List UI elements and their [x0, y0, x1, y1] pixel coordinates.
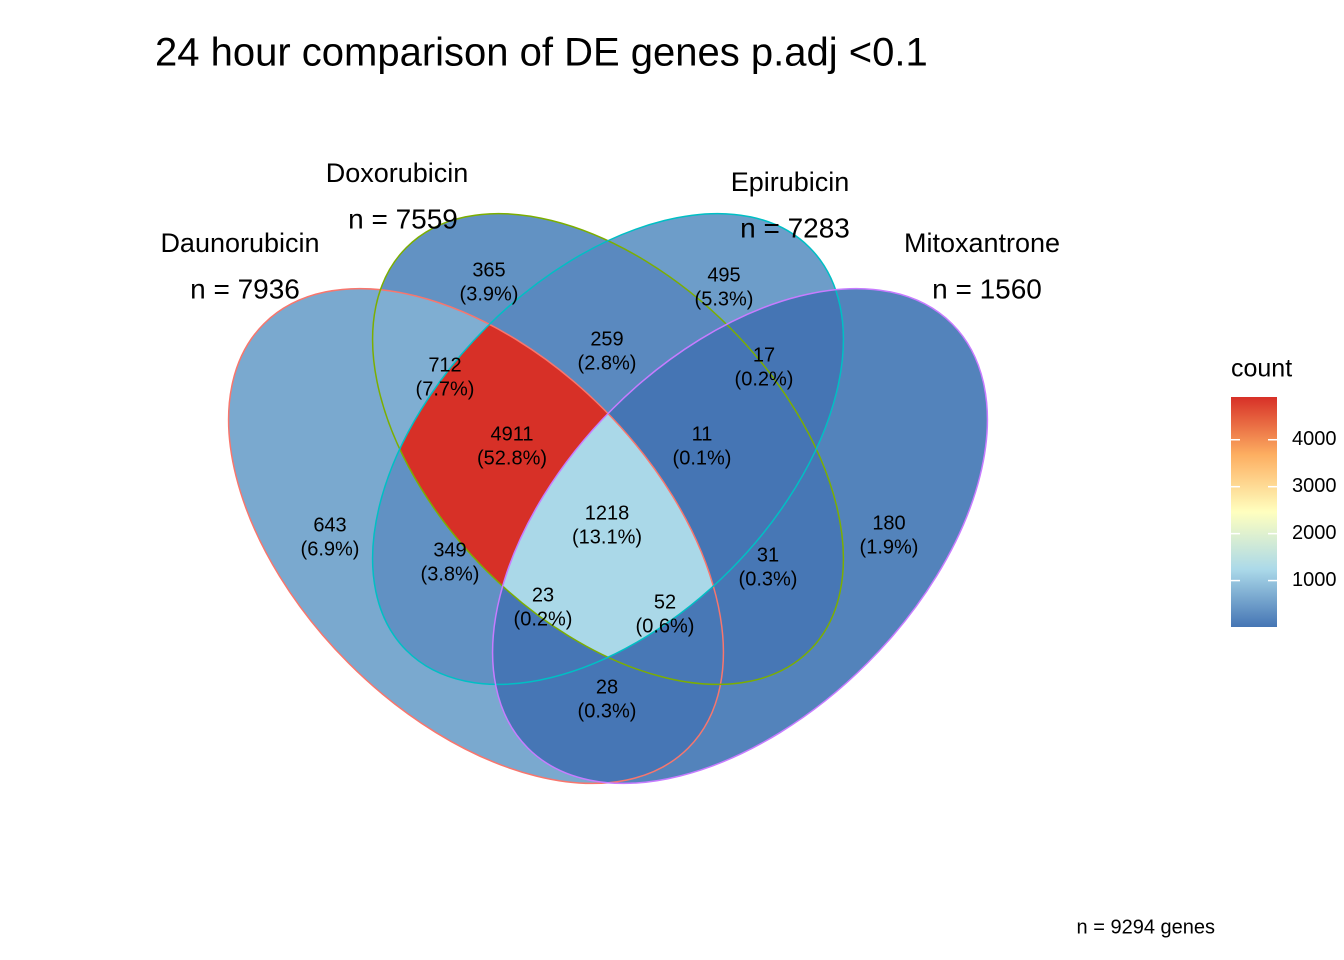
set-size: n = 1560	[932, 273, 1042, 304]
set-name: Epirubicin	[731, 167, 850, 197]
set-size: n = 7283	[740, 212, 850, 243]
region-percent: (6.9%)	[301, 538, 360, 560]
set-outline	[227, 287, 725, 785]
region-percent: (13.1%)	[572, 526, 642, 548]
region-count: 365	[472, 259, 505, 281]
set-name: Doxorubicin	[326, 158, 469, 188]
set-name: Mitoxantrone	[904, 228, 1060, 258]
labels: 643(6.9%)365(3.9%)495(5.3%)180(1.9%)712(…	[160, 158, 1060, 722]
region-percent: (2.8%)	[578, 352, 637, 374]
colorbar-tick-label: 3000	[1292, 475, 1337, 497]
region-percent: (0.2%)	[514, 608, 573, 630]
set-outline	[371, 212, 845, 686]
colorbar-tick-label: 2000	[1292, 522, 1337, 544]
region-count: 712	[428, 354, 461, 376]
region-percent: (52.8%)	[477, 447, 547, 469]
region-count: 259	[590, 328, 623, 350]
total-label: n = 9294 genes	[1077, 916, 1215, 938]
region-count: 643	[313, 514, 346, 536]
set-size: n = 7936	[190, 273, 300, 304]
region-percent: (5.3%)	[695, 288, 754, 310]
region-count: 11	[692, 423, 713, 445]
set-name: Daunorubicin	[160, 228, 319, 258]
colorbar	[1231, 397, 1277, 627]
region-percent: (0.3%)	[739, 568, 798, 590]
region-count: 180	[872, 512, 905, 534]
region-count: 23	[532, 584, 554, 606]
region-percent: (0.3%)	[578, 700, 637, 722]
region-percent: (3.9%)	[460, 283, 519, 305]
colorbar-tick-label: 4000	[1292, 428, 1337, 450]
region-percent: (0.1%)	[673, 447, 732, 469]
region-percent: (7.7%)	[416, 378, 475, 400]
colorbar-title: count	[1231, 355, 1292, 383]
set-outline	[491, 287, 989, 785]
region-count: 349	[433, 539, 466, 561]
region-percent: (1.9%)	[860, 536, 919, 558]
region-count: 17	[753, 344, 775, 366]
region-percent: (0.6%)	[636, 615, 695, 637]
region-count: 31	[757, 544, 779, 566]
set-outline	[371, 212, 845, 686]
region-count: 52	[654, 591, 676, 613]
outlines	[227, 212, 989, 785]
region-count: 1218	[585, 502, 630, 524]
region-percent: (0.2%)	[735, 368, 794, 390]
set-size: n = 7559	[348, 203, 458, 234]
colorbar-tick-label: 1000	[1292, 569, 1337, 591]
region-count: 4911	[490, 423, 533, 445]
region-count: 495	[707, 264, 740, 286]
region-percent: (3.8%)	[421, 563, 480, 585]
region-count: 28	[596, 676, 618, 698]
chart-title: 24 hour comparison of DE genes p.adj <0.…	[155, 31, 928, 75]
